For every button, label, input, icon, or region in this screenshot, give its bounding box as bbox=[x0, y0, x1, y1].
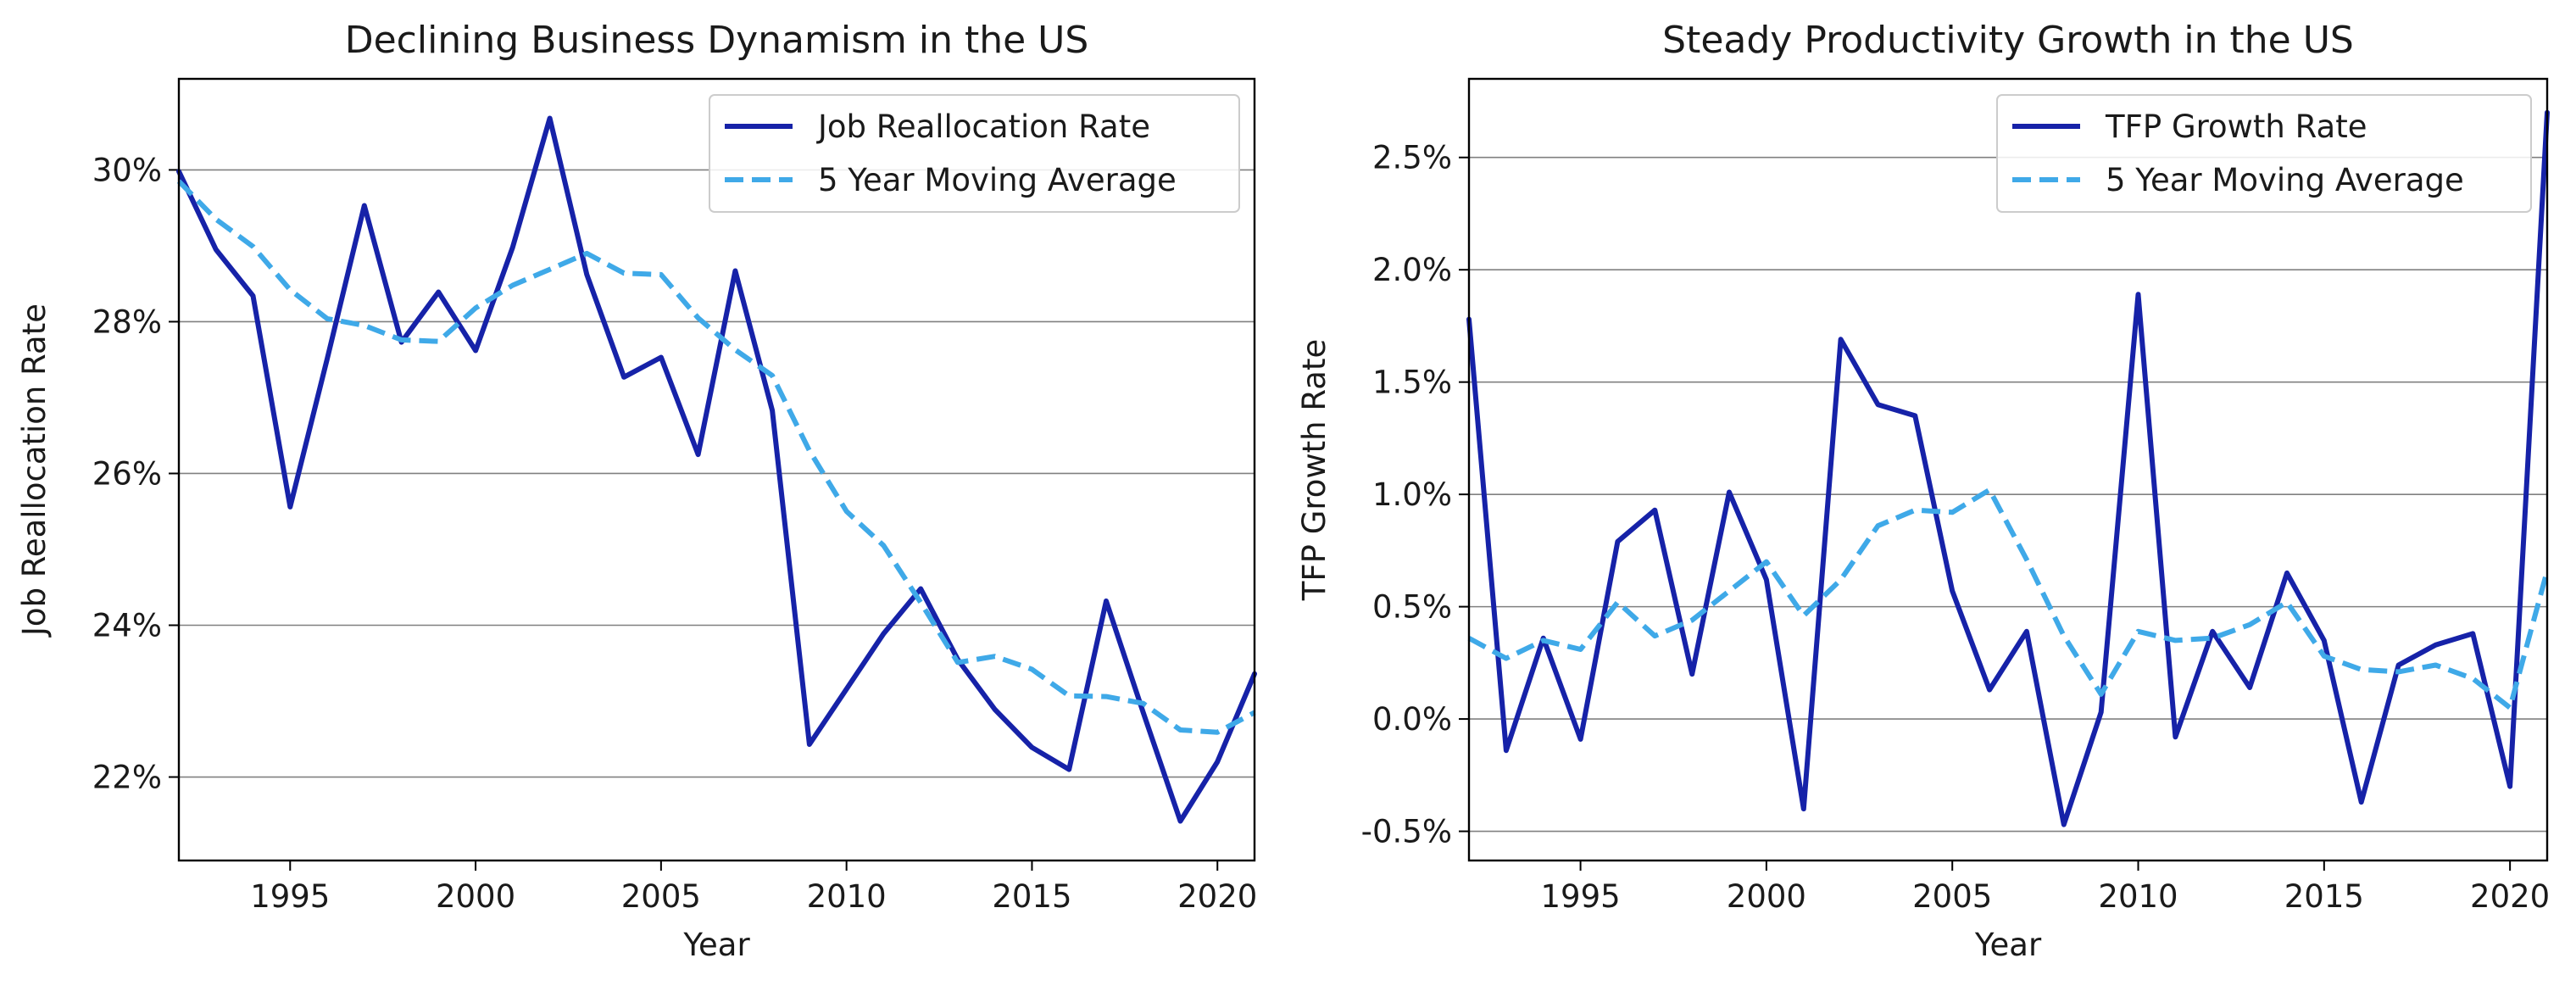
moving-average-line bbox=[1467, 487, 2550, 710]
y-tick-label: 0.0% bbox=[1372, 701, 1452, 738]
plot-frame bbox=[1467, 77, 2549, 862]
x-tick-label: 2000 bbox=[436, 878, 515, 915]
legend: Job Reallocation Rate 5 Year Moving Avera… bbox=[709, 94, 1240, 213]
y-tick-label: 26% bbox=[92, 455, 162, 492]
legend-box bbox=[1996, 94, 2532, 213]
plot-frame bbox=[177, 77, 1256, 862]
x-tick-label: 1995 bbox=[250, 878, 330, 915]
legend-label: Job Reallocation Rate bbox=[816, 109, 1150, 145]
y-axis-label: TFP Growth Rate bbox=[1296, 339, 1333, 601]
x-tick-label: 2015 bbox=[992, 878, 1071, 915]
x-tick-label: 2010 bbox=[807, 878, 887, 915]
y-tick-label: 0.5% bbox=[1372, 589, 1452, 626]
y-tick-label: 28% bbox=[92, 304, 162, 340]
legend-box bbox=[709, 94, 1240, 213]
series-line bbox=[176, 115, 1257, 824]
x-tick-label: 2005 bbox=[621, 878, 701, 915]
y-tick-label: 30% bbox=[92, 152, 162, 188]
moving-average-line bbox=[176, 179, 1256, 735]
y-tick-label: 2.5% bbox=[1372, 140, 1452, 176]
x-tick-label: 2020 bbox=[1177, 878, 1257, 915]
y-axis-label: Job Reallocation Rate bbox=[16, 304, 53, 638]
x-tick-label: 2010 bbox=[2098, 878, 2178, 915]
chart-title: Declining Business Dynamism in the US bbox=[345, 19, 1089, 62]
x-tick-label: 2020 bbox=[2470, 878, 2550, 915]
x-tick-label: 2000 bbox=[1727, 878, 1806, 915]
legend: TFP Growth Rate 5 Year Moving Average bbox=[1996, 94, 2532, 213]
legend-label: 5 Year Moving Average bbox=[818, 162, 1177, 198]
y-tick-label: 1.5% bbox=[1372, 365, 1452, 401]
x-tick-label: 2015 bbox=[2284, 878, 2364, 915]
x-axis-label: Year bbox=[1974, 927, 2042, 963]
series-line bbox=[1466, 109, 2550, 827]
x-axis-label: Year bbox=[682, 927, 750, 963]
y-tick-label: 22% bbox=[92, 760, 162, 796]
y-tick-label: -0.5% bbox=[1361, 814, 1452, 850]
legend-label: TFP Growth Rate bbox=[2105, 109, 2367, 145]
x-tick-label: 2005 bbox=[1912, 878, 1992, 915]
chart-title: Steady Productivity Growth in the US bbox=[1662, 19, 2354, 62]
y-tick-label: 1.0% bbox=[1372, 476, 1452, 513]
y-tick-label: 2.0% bbox=[1372, 252, 1452, 288]
job-reallocation-chart: 22% 24% 26% 28% 30% 1995 2000 2005 2010 2015 2020 D… bbox=[16, 19, 1257, 963]
legend-label: 5 Year Moving Average bbox=[2106, 162, 2464, 198]
tfp-growth-chart: -0.5% 0.0% 0.5% 1.0% 1.5% 2.0% 2.5% 1995 2000 200… bbox=[1296, 19, 2550, 963]
y-tick-label: 24% bbox=[92, 608, 162, 644]
x-tick-label: 1995 bbox=[1541, 878, 1621, 915]
